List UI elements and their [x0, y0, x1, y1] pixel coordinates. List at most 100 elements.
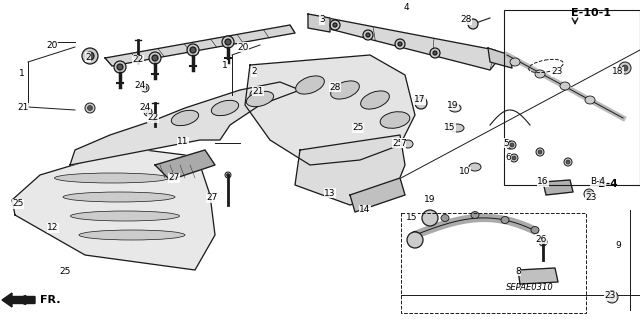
Ellipse shape [172, 110, 198, 126]
Ellipse shape [471, 211, 479, 219]
Text: 24: 24 [140, 103, 150, 113]
Polygon shape [12, 150, 215, 270]
Text: 4: 4 [403, 4, 409, 12]
Text: 20: 20 [46, 41, 58, 50]
Text: 23: 23 [586, 192, 596, 202]
Text: 7: 7 [400, 138, 406, 147]
Circle shape [330, 20, 340, 30]
Circle shape [82, 48, 98, 64]
Text: 14: 14 [359, 205, 371, 214]
Polygon shape [295, 135, 405, 205]
Circle shape [144, 108, 152, 116]
Circle shape [250, 90, 260, 100]
Circle shape [114, 61, 126, 73]
Text: 21: 21 [252, 86, 264, 95]
Text: 23: 23 [551, 68, 563, 77]
Ellipse shape [403, 140, 413, 148]
Circle shape [468, 19, 478, 29]
Circle shape [622, 65, 628, 71]
Polygon shape [518, 268, 558, 284]
Text: 26: 26 [535, 234, 547, 243]
Circle shape [407, 232, 423, 248]
Bar [401, 213, 586, 313]
Text: 28: 28 [330, 83, 340, 92]
Text: 9: 9 [615, 241, 621, 249]
Ellipse shape [585, 96, 595, 104]
Circle shape [187, 44, 199, 56]
Circle shape [363, 30, 373, 40]
Polygon shape [312, 15, 498, 70]
Circle shape [146, 110, 150, 114]
Text: 23: 23 [604, 292, 616, 300]
Circle shape [584, 189, 594, 199]
Ellipse shape [63, 192, 175, 202]
Circle shape [508, 143, 512, 147]
Text: E-10-1: E-10-1 [571, 8, 611, 18]
Circle shape [152, 55, 158, 61]
Text: 2: 2 [85, 53, 91, 62]
Circle shape [539, 238, 547, 246]
Text: B-4: B-4 [591, 176, 605, 186]
Ellipse shape [361, 91, 389, 109]
Circle shape [619, 62, 631, 74]
Circle shape [541, 240, 545, 244]
Circle shape [606, 291, 618, 303]
Text: FR.: FR. [40, 295, 61, 305]
Circle shape [609, 294, 615, 300]
Text: 20: 20 [237, 42, 249, 51]
Ellipse shape [411, 232, 419, 239]
Circle shape [117, 64, 123, 70]
Text: 27: 27 [168, 174, 180, 182]
Circle shape [422, 210, 438, 226]
Circle shape [538, 150, 542, 154]
Polygon shape [350, 178, 405, 212]
Ellipse shape [510, 58, 520, 66]
Ellipse shape [54, 173, 170, 183]
Text: 25: 25 [352, 123, 364, 132]
Circle shape [415, 97, 427, 109]
Text: 21: 21 [17, 103, 29, 113]
Text: 17: 17 [414, 95, 426, 105]
Ellipse shape [296, 76, 324, 94]
Ellipse shape [531, 226, 539, 234]
Text: 3: 3 [319, 16, 325, 25]
Circle shape [395, 39, 405, 49]
Ellipse shape [535, 70, 545, 78]
Text: 10: 10 [460, 167, 471, 176]
Circle shape [433, 51, 437, 55]
Text: 1: 1 [19, 69, 25, 78]
Text: 19: 19 [424, 196, 436, 204]
Polygon shape [488, 48, 512, 68]
Text: 11: 11 [177, 137, 189, 146]
Circle shape [190, 47, 196, 53]
Ellipse shape [449, 104, 461, 112]
Polygon shape [245, 55, 415, 165]
Circle shape [366, 33, 370, 37]
Text: 13: 13 [324, 189, 336, 197]
Ellipse shape [211, 100, 239, 116]
Ellipse shape [70, 211, 179, 221]
Ellipse shape [246, 91, 274, 107]
Text: SEPAE0310: SEPAE0310 [506, 284, 554, 293]
Circle shape [512, 156, 516, 160]
Circle shape [510, 143, 514, 147]
Circle shape [430, 48, 440, 58]
Polygon shape [543, 180, 573, 195]
Circle shape [225, 39, 231, 45]
Circle shape [86, 52, 94, 60]
Text: 12: 12 [47, 224, 59, 233]
Text: 2: 2 [251, 68, 257, 77]
Polygon shape [308, 14, 330, 32]
Text: B-4: B-4 [598, 179, 618, 189]
Text: 19: 19 [447, 100, 459, 109]
Text: 15: 15 [444, 123, 456, 132]
Text: 22: 22 [147, 114, 159, 122]
Ellipse shape [469, 163, 481, 171]
FancyArrow shape [2, 293, 35, 307]
Text: 1: 1 [222, 61, 228, 70]
Polygon shape [155, 150, 215, 180]
Circle shape [508, 141, 516, 149]
Circle shape [536, 148, 544, 156]
Circle shape [225, 172, 231, 178]
Circle shape [85, 103, 95, 113]
